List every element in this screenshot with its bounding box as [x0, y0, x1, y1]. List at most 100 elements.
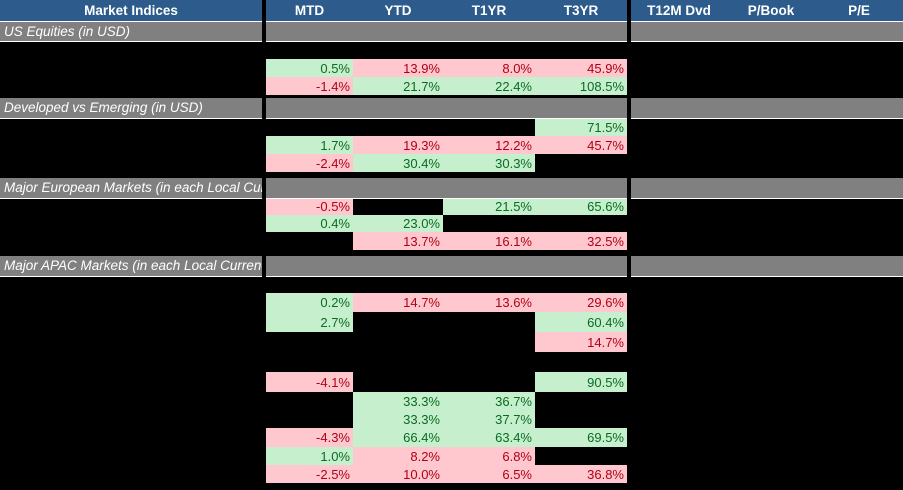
data-cell-t1yr[interactable] [443, 215, 535, 232]
data-cell-t3yr[interactable]: 32.5% [535, 232, 627, 250]
data-cell-ytd[interactable]: 33.3% [353, 392, 443, 410]
section-header-major-apac-markets[interactable]: Major APAC Markets (in each Local Curren… [0, 256, 262, 277]
column-header-mtd[interactable]: MTD [266, 0, 353, 22]
data-cell-p-book[interactable] [727, 198, 815, 215]
column-header-t12m-dvd[interactable]: T12M Dvd [631, 0, 727, 22]
data-cell-t1yr[interactable]: 22.4% [443, 77, 535, 95]
row-label-cell[interactable] [0, 372, 262, 392]
data-cell-mtd[interactable]: -1.4% [266, 77, 353, 95]
data-cell-t12m-dvd[interactable] [631, 59, 727, 77]
data-cell-t12m-dvd[interactable] [631, 410, 727, 428]
data-cell-p-e[interactable] [815, 232, 903, 250]
data-cell-p-book[interactable] [727, 352, 815, 372]
data-cell-p-book[interactable] [727, 118, 815, 136]
data-cell-ytd[interactable]: 14.7% [353, 293, 443, 312]
data-cell-mtd[interactable]: 0.5% [266, 59, 353, 77]
data-cell-t12m-dvd[interactable] [631, 136, 727, 154]
row-label-cell[interactable] [0, 232, 262, 250]
data-cell-p-book[interactable] [727, 77, 815, 95]
data-cell-ytd[interactable]: 33.3% [353, 410, 443, 428]
row-label-cell[interactable] [0, 293, 262, 312]
row-label-cell[interactable] [0, 410, 262, 428]
data-cell-p-e[interactable] [815, 41, 903, 59]
data-cell-t12m-dvd[interactable] [631, 77, 727, 95]
data-cell-t12m-dvd[interactable] [631, 276, 727, 293]
data-cell-t12m-dvd[interactable] [631, 428, 727, 447]
data-cell-ytd[interactable] [353, 118, 443, 136]
data-cell-t1yr[interactable] [443, 276, 535, 293]
row-label-cell[interactable] [0, 77, 262, 95]
data-cell-t3yr[interactable]: 69.5% [535, 428, 627, 447]
data-cell-p-book[interactable] [727, 232, 815, 250]
data-cell-t1yr[interactable]: 13.6% [443, 293, 535, 312]
data-cell-ytd[interactable]: 13.7% [353, 232, 443, 250]
data-cell-mtd[interactable]: -2.5% [266, 465, 353, 483]
data-cell-t3yr[interactable] [535, 276, 627, 293]
data-cell-t1yr[interactable]: 8.0% [443, 59, 535, 77]
data-cell-ytd[interactable] [353, 276, 443, 293]
data-cell-t1yr[interactable] [443, 372, 535, 392]
data-cell-t12m-dvd[interactable] [631, 154, 727, 172]
data-cell-t3yr[interactable] [535, 392, 627, 410]
data-cell-mtd[interactable]: -4.1% [266, 372, 353, 392]
row-label-cell[interactable] [0, 332, 262, 352]
data-cell-t3yr[interactable] [535, 215, 627, 232]
data-cell-p-book[interactable] [727, 312, 815, 332]
data-cell-t3yr[interactable] [535, 410, 627, 428]
data-cell-p-e[interactable] [815, 410, 903, 428]
data-cell-mtd[interactable] [266, 332, 353, 352]
data-cell-p-e[interactable] [815, 154, 903, 172]
row-label-cell[interactable] [0, 447, 262, 465]
data-cell-t3yr[interactable]: 45.7% [535, 136, 627, 154]
data-cell-p-book[interactable] [727, 332, 815, 352]
data-cell-ytd[interactable]: 19.3% [353, 136, 443, 154]
row-label-cell[interactable] [0, 154, 262, 172]
data-cell-p-book[interactable] [727, 293, 815, 312]
row-label-cell[interactable] [0, 352, 262, 372]
data-cell-mtd[interactable]: 1.0% [266, 447, 353, 465]
data-cell-t1yr[interactable] [443, 118, 535, 136]
data-cell-t3yr[interactable]: 90.5% [535, 372, 627, 392]
data-cell-t3yr[interactable] [535, 447, 627, 465]
data-cell-p-book[interactable] [727, 59, 815, 77]
data-cell-t3yr[interactable]: 60.4% [535, 312, 627, 332]
data-cell-t1yr[interactable]: 37.7% [443, 410, 535, 428]
data-cell-ytd[interactable] [353, 198, 443, 215]
data-cell-mtd[interactable] [266, 276, 353, 293]
data-cell-t12m-dvd[interactable] [631, 41, 727, 59]
data-cell-t1yr[interactable]: 30.3% [443, 154, 535, 172]
row-label-cell[interactable] [0, 428, 262, 447]
data-cell-ytd[interactable] [353, 312, 443, 332]
row-label-cell[interactable] [0, 276, 262, 293]
column-header-market-indices[interactable]: Market Indices [0, 0, 262, 22]
data-cell-t3yr[interactable]: 14.7% [535, 332, 627, 352]
data-cell-mtd[interactable]: -4.3% [266, 428, 353, 447]
data-cell-ytd[interactable]: 13.9% [353, 59, 443, 77]
data-cell-mtd[interactable]: 1.7% [266, 136, 353, 154]
data-cell-p-book[interactable] [727, 136, 815, 154]
data-cell-t12m-dvd[interactable] [631, 352, 727, 372]
data-cell-p-book[interactable] [727, 215, 815, 232]
data-cell-p-e[interactable] [815, 276, 903, 293]
data-cell-mtd[interactable] [266, 118, 353, 136]
data-cell-t1yr[interactable]: 63.4% [443, 428, 535, 447]
data-cell-p-e[interactable] [815, 465, 903, 483]
data-cell-mtd[interactable] [266, 392, 353, 410]
data-cell-p-e[interactable] [815, 59, 903, 77]
data-cell-mtd[interactable] [266, 232, 353, 250]
data-cell-t3yr[interactable]: 36.8% [535, 465, 627, 483]
data-cell-mtd[interactable]: -0.5% [266, 198, 353, 215]
data-cell-t3yr[interactable] [535, 352, 627, 372]
row-label-cell[interactable] [0, 215, 262, 232]
data-cell-t12m-dvd[interactable] [631, 232, 727, 250]
data-cell-p-e[interactable] [815, 215, 903, 232]
data-cell-t1yr[interactable] [443, 41, 535, 59]
data-cell-ytd[interactable]: 8.2% [353, 447, 443, 465]
data-cell-p-e[interactable] [815, 293, 903, 312]
data-cell-p-e[interactable] [815, 447, 903, 465]
data-cell-ytd[interactable] [353, 41, 443, 59]
row-label-cell[interactable] [0, 392, 262, 410]
data-cell-t1yr[interactable]: 12.2% [443, 136, 535, 154]
data-cell-p-book[interactable] [727, 465, 815, 483]
data-cell-ytd[interactable]: 10.0% [353, 465, 443, 483]
